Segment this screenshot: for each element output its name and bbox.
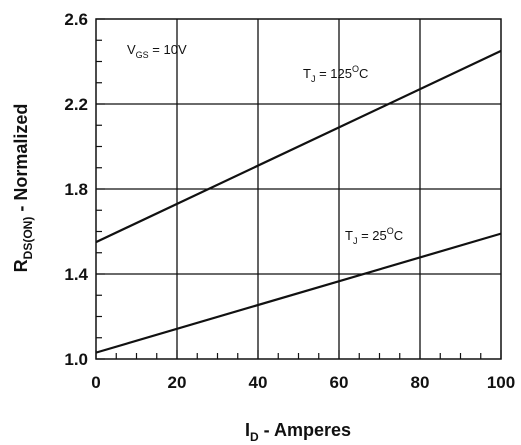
series-line-t25 [95,232,502,354]
x-tick-label: 40 [249,373,268,392]
series-lines [95,49,502,354]
t25-annotation: TJ = 25OC [345,226,403,246]
x-tick-label: 100 [487,373,515,392]
plot-frame [95,18,502,360]
x-tick-label: 80 [411,373,430,392]
vgs-annotation: VGS = 10V [127,42,187,60]
x-tick-label: 20 [168,373,187,392]
x-tick-labels: 0 20 40 60 80 100 [91,373,515,392]
y-tick-label: 2.2 [64,95,88,114]
y-tick-label: 2.6 [64,10,88,29]
x-tick-label: 60 [330,373,349,392]
y-tick-labels: 1.0 1.4 1.8 2.2 2.6 [64,10,88,369]
y-tick-label: 1.4 [64,265,88,284]
t125-annotation: TJ = 125OC [303,64,368,84]
x-tick-label: 0 [91,373,100,392]
grid-lines [96,19,501,359]
series-line-t125 [95,49,502,244]
x-axis-title: ID - Amperes [245,420,351,444]
y-axis-title: RDS(ON) - Normalized [11,104,35,273]
y-tick-label: 1.0 [64,350,88,369]
y-tick-label: 1.8 [64,180,88,199]
